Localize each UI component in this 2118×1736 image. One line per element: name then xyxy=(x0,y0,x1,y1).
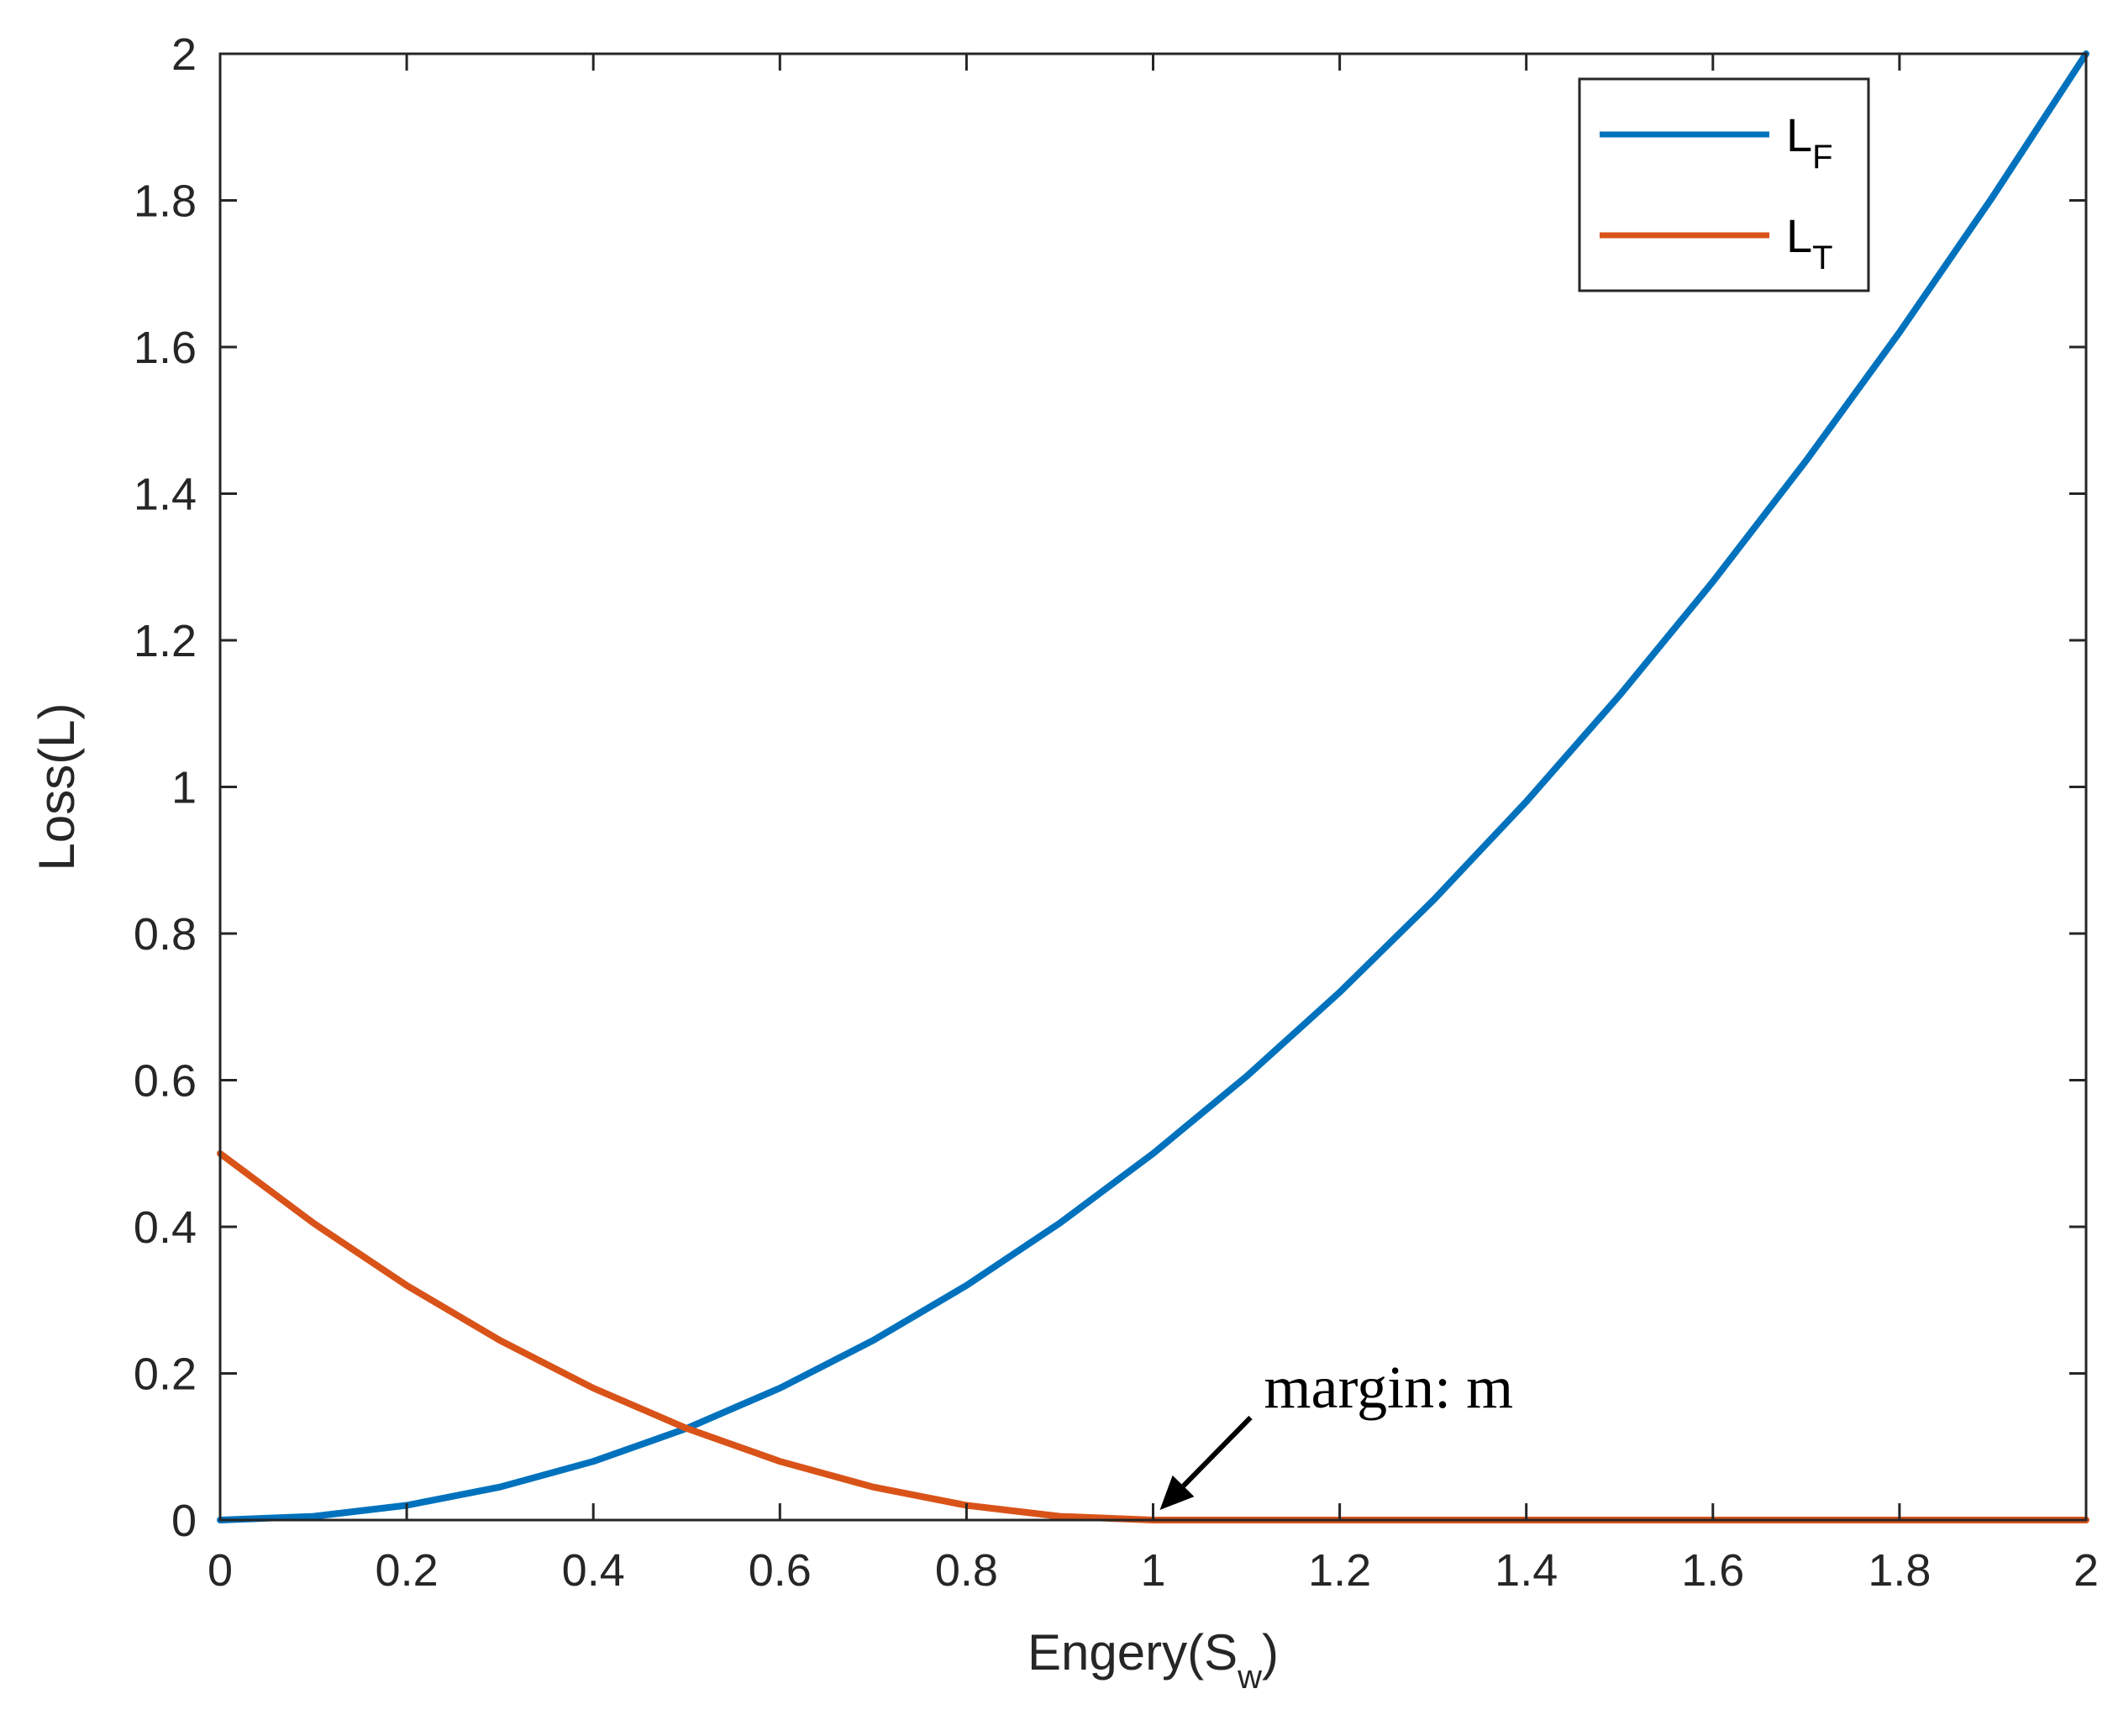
x-tick-label: 1.6 xyxy=(1681,1545,1744,1596)
x-axis-title: Engery(Sw) xyxy=(1027,1624,1279,1696)
legend: LF LT xyxy=(1578,77,1870,292)
margin-annotation: margin: m xyxy=(1159,1354,1514,1510)
x-tick-label: 1 xyxy=(1140,1545,1165,1596)
x-tick-label: 0.2 xyxy=(376,1545,439,1596)
x-tick-label: 1.2 xyxy=(1308,1545,1371,1596)
y-tick-label: 2 xyxy=(171,29,197,80)
y-tick-label: 0.2 xyxy=(134,1349,197,1400)
x-tick-label: 1.8 xyxy=(1868,1545,1931,1596)
y-tick-label: 0 xyxy=(171,1496,197,1546)
annotation-arrow-shaft xyxy=(1181,1415,1253,1488)
y-axis: 0 0.2 0.4 0.6 0.8 1 1.2 1.4 1.6 1.8 2 xyxy=(134,29,2086,1546)
y-tick-label: 0.4 xyxy=(134,1202,197,1253)
x-tick-label: 0.8 xyxy=(935,1545,998,1596)
x-axis: 0 0.2 0.4 0.6 0.8 1 1.2 1.4 1.6 1.8 2 xyxy=(208,54,2099,1596)
y-tick-label: 0.8 xyxy=(134,909,197,960)
y-tick-label: 1.8 xyxy=(134,176,197,227)
annotation-arrow-head xyxy=(1159,1475,1195,1510)
x-tick-label: 1.4 xyxy=(1495,1545,1558,1596)
x-tick-label: 0.4 xyxy=(562,1545,625,1596)
y-axis-title: Loss(L) xyxy=(29,702,85,871)
legend-label-lt: LT xyxy=(1786,209,1833,276)
y-tick-label: 1.2 xyxy=(134,616,197,666)
legend-label-lf: LF xyxy=(1786,108,1833,176)
x-tick-label: 2 xyxy=(2073,1545,2099,1596)
y-tick-label: 1 xyxy=(171,763,197,813)
series-line-lf xyxy=(217,50,2089,1523)
y-tick-label: 1.4 xyxy=(134,470,197,520)
annotation-label: margin: m xyxy=(1264,1354,1514,1421)
legend-box xyxy=(1578,77,1870,292)
y-tick-label: 0.6 xyxy=(134,1056,197,1107)
x-tick-label: 0 xyxy=(208,1545,233,1596)
x-tick-label: 0.6 xyxy=(749,1545,812,1596)
y-tick-label: 1.6 xyxy=(134,323,197,373)
